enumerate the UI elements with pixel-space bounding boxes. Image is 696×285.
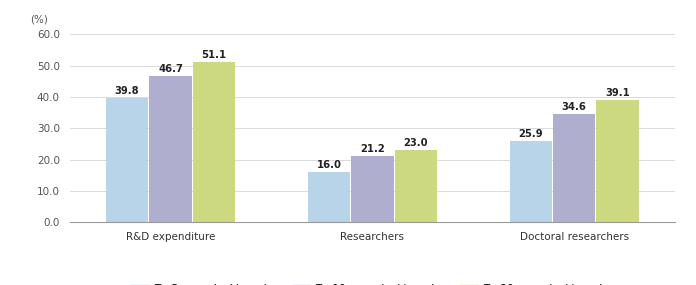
Bar bbox=[150, 76, 191, 222]
Text: 51.1: 51.1 bbox=[201, 50, 226, 60]
Bar bbox=[509, 141, 552, 222]
Text: 25.9: 25.9 bbox=[519, 129, 543, 139]
Text: (%): (%) bbox=[30, 15, 48, 25]
Bar bbox=[351, 156, 393, 222]
Bar bbox=[395, 150, 437, 222]
Text: 34.6: 34.6 bbox=[562, 102, 587, 112]
Bar bbox=[553, 114, 595, 222]
Text: 16.0: 16.0 bbox=[317, 160, 342, 170]
Text: 39.8: 39.8 bbox=[115, 86, 139, 96]
Text: 39.1: 39.1 bbox=[606, 88, 630, 98]
Legend: Top5 as ranked by sales, Top10 as ranked by sales, Top20 as ranked by sales: Top5 as ranked by sales, Top10 as ranked… bbox=[126, 280, 619, 285]
Bar bbox=[106, 97, 148, 222]
Bar bbox=[596, 100, 639, 222]
Text: 46.7: 46.7 bbox=[158, 64, 183, 74]
Text: 23.0: 23.0 bbox=[404, 138, 428, 148]
Bar bbox=[308, 172, 350, 222]
Text: 21.2: 21.2 bbox=[360, 144, 385, 154]
Bar bbox=[193, 62, 235, 222]
